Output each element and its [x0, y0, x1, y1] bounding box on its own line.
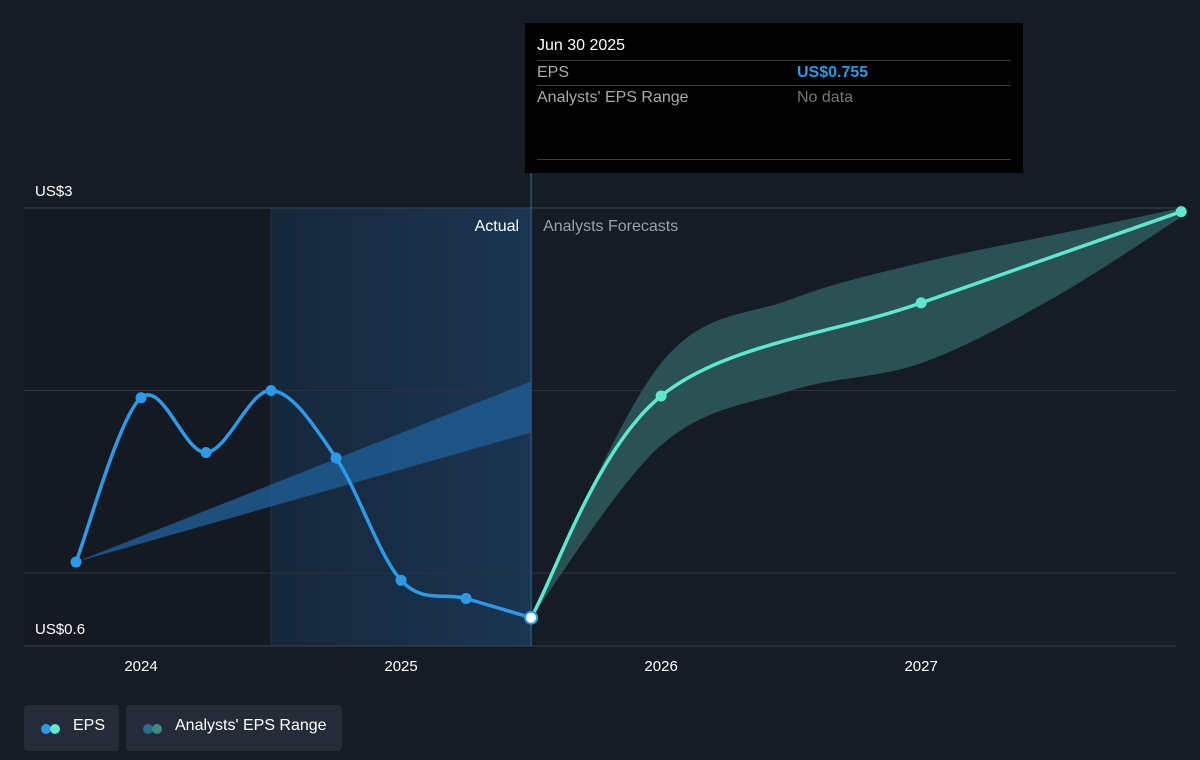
eps-legend-icon-forecast [50, 724, 60, 734]
tooltip-range-label: Analysts' EPS Range [537, 89, 689, 106]
tooltip-eps-value: US$0.755 [797, 64, 869, 81]
legend-item-eps-range[interactable]: Analysts' EPS Range [126, 705, 342, 751]
eps-range-legend-icon [143, 724, 153, 734]
legend-label-eps: EPS [73, 717, 106, 734]
eps-actual-point [460, 593, 472, 605]
tooltip-date: Jun 30 2025 [537, 37, 626, 54]
legend-label-eps-range: Analysts' EPS Range [175, 717, 327, 734]
x-tick-label: 2025 [384, 658, 417, 675]
eps-forecast-point [915, 297, 927, 309]
legend-item-eps[interactable]: EPS [24, 705, 119, 751]
eps-actual-point [70, 556, 82, 568]
actual-section-label: Actual [475, 218, 519, 235]
eps-actual-point [524, 610, 539, 625]
eps-forecast-line [529, 209, 1183, 620]
eps-actual-point [200, 447, 212, 459]
eps-actual-point [395, 574, 407, 586]
eps-actual-point [265, 385, 277, 396]
eps-legend-icon [41, 724, 51, 734]
tooltip-range-value: No data [797, 89, 854, 106]
tooltip-divider [537, 159, 1011, 160]
eps-range-legend-icon-forecast [152, 724, 162, 734]
actual-trend-band [76, 381, 532, 563]
tooltip-eps-label: EPS [537, 64, 570, 81]
x-tick-label: 2027 [904, 658, 937, 675]
x-tick-label: 2024 [124, 658, 157, 675]
y-tick-label: US$0.6 [35, 621, 85, 638]
eps-actual-point [330, 452, 342, 464]
eps-actual-point [135, 392, 147, 404]
y-tick-label: US$3 [35, 183, 73, 200]
tooltip-row-range: Analysts' EPS Range No data [537, 85, 1011, 111]
x-tick-label: 2026 [644, 658, 677, 675]
eps-forecast-point [1175, 206, 1187, 218]
forecast-section-label: Analysts Forecasts [543, 218, 678, 235]
tooltip-row-eps: EPS US$0.755 [537, 60, 1011, 86]
tooltip: Jun 30 2025 EPS US$0.755 Analysts' EPS R… [525, 23, 1023, 173]
eps-forecast-point [655, 390, 667, 402]
forecast-range-band [531, 208, 1182, 618]
eps-chart: US$3 US$0.6 2024 2025 2026 2027 Actual Analysts… [24, 172, 1187, 675]
